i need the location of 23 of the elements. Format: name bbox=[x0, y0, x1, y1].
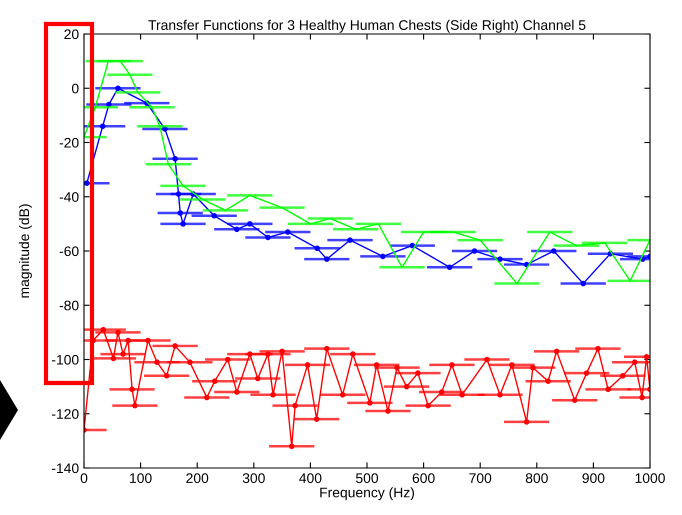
chart-title: Transfer Functions for 3 Healthy Human Chests (Side Right) Channel 5 bbox=[148, 20, 586, 33]
x-tick-label: 700 bbox=[469, 473, 492, 484]
y-tick-label: -120 bbox=[52, 409, 79, 419]
y-tick-label: -80 bbox=[60, 300, 79, 310]
x-tick-label: 800 bbox=[526, 473, 548, 484]
x-tick-label: 600 bbox=[412, 473, 435, 484]
y-tick-label: -20 bbox=[60, 138, 79, 148]
y-tick-label: -40 bbox=[60, 192, 79, 202]
x-tick-label: 300 bbox=[242, 473, 265, 484]
x-tick-label: 0 bbox=[80, 473, 88, 484]
x-tick-label: 1000 bbox=[636, 473, 665, 484]
x-tick-label: 500 bbox=[356, 473, 378, 484]
y-tick-label: -140 bbox=[52, 463, 79, 474]
y-tick-label: -100 bbox=[52, 354, 79, 365]
y-tick-label: 20 bbox=[64, 29, 79, 40]
x-tick-label: 400 bbox=[299, 473, 322, 484]
y-tick-label: -60 bbox=[60, 246, 79, 256]
y-axis-title: magnitude (dB) bbox=[18, 204, 32, 298]
x-axis-title: Frequency (Hz) bbox=[320, 487, 414, 500]
x-tick-label: 900 bbox=[582, 473, 604, 484]
x-tick-label: 100 bbox=[130, 473, 152, 484]
x-tick-label: 200 bbox=[186, 473, 208, 484]
y-tick-label: 0 bbox=[72, 84, 79, 94]
